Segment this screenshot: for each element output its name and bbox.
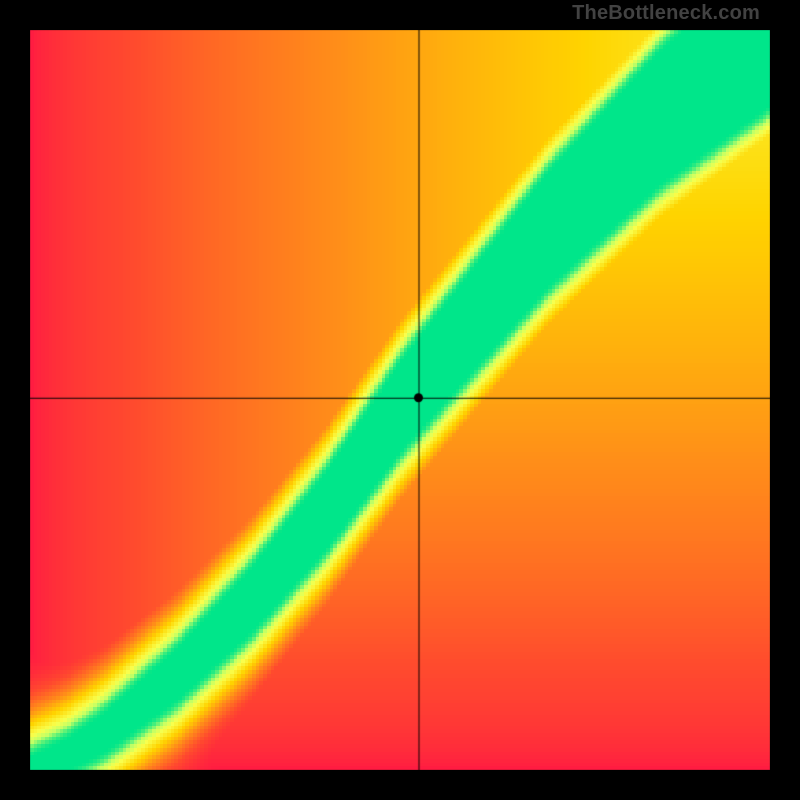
watermark-text: TheBottleneck.com bbox=[572, 2, 760, 25]
crosshair-overlay bbox=[0, 0, 800, 800]
chart-container: TheBottleneck.com bbox=[0, 0, 800, 800]
